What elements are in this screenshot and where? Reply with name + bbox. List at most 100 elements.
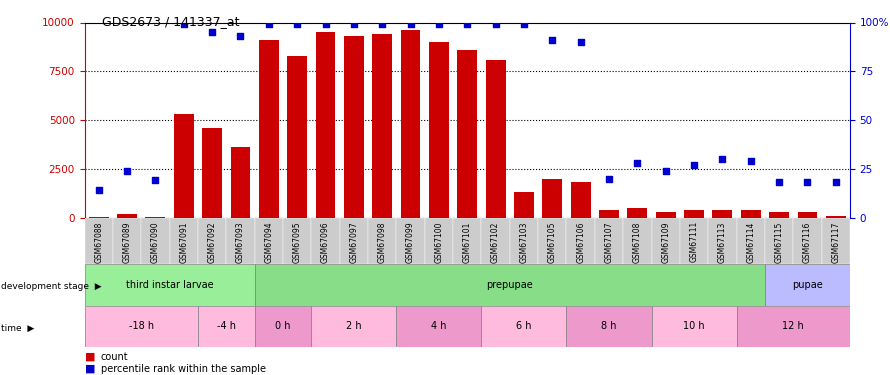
Point [744, 158, 758, 164]
Point [687, 162, 701, 168]
Text: GSM67099: GSM67099 [406, 221, 415, 263]
Bar [826, 216, 846, 217]
FancyBboxPatch shape [368, 217, 396, 264]
Point [517, 21, 531, 27]
Point [347, 21, 361, 27]
Text: GSM67105: GSM67105 [547, 221, 557, 263]
FancyBboxPatch shape [255, 217, 283, 264]
Point [403, 21, 417, 27]
Text: GSM67114: GSM67114 [746, 221, 756, 262]
FancyBboxPatch shape [737, 217, 765, 264]
FancyBboxPatch shape [142, 217, 170, 264]
Text: GSM67107: GSM67107 [604, 221, 613, 263]
Text: GSM67116: GSM67116 [803, 221, 812, 262]
Bar [259, 40, 279, 218]
Text: -4 h: -4 h [217, 321, 236, 331]
Text: prepupae: prepupae [487, 280, 533, 290]
Bar [457, 50, 477, 217]
Point [460, 21, 474, 27]
Text: GSM67094: GSM67094 [264, 221, 273, 263]
Bar [740, 210, 761, 218]
Text: GSM67100: GSM67100 [434, 221, 443, 263]
Bar [713, 210, 732, 218]
FancyBboxPatch shape [566, 217, 595, 264]
Text: GSM67115: GSM67115 [774, 221, 783, 262]
Point [262, 21, 276, 27]
FancyBboxPatch shape [198, 306, 255, 347]
Point [546, 37, 560, 43]
Text: GSM67097: GSM67097 [350, 221, 359, 263]
Text: GSM67089: GSM67089 [123, 221, 132, 263]
Text: GSM67088: GSM67088 [94, 221, 103, 262]
Bar [145, 216, 166, 217]
Bar [627, 208, 647, 218]
FancyBboxPatch shape [510, 217, 538, 264]
FancyBboxPatch shape [283, 217, 311, 264]
FancyBboxPatch shape [198, 217, 226, 264]
FancyBboxPatch shape [566, 306, 651, 347]
Text: third instar larvae: third instar larvae [125, 280, 214, 290]
Point [432, 21, 446, 27]
Point [630, 160, 644, 166]
FancyBboxPatch shape [623, 217, 651, 264]
FancyBboxPatch shape [312, 217, 340, 264]
Point [149, 177, 163, 183]
FancyBboxPatch shape [312, 306, 396, 347]
Bar [486, 60, 506, 217]
Text: GSM67106: GSM67106 [576, 221, 585, 263]
Bar [117, 214, 137, 217]
FancyBboxPatch shape [708, 217, 737, 264]
FancyBboxPatch shape [453, 217, 481, 264]
Text: 6 h: 6 h [516, 321, 531, 331]
FancyBboxPatch shape [481, 217, 510, 264]
Bar [570, 182, 591, 218]
Text: GDS2673 / 141337_at: GDS2673 / 141337_at [102, 15, 239, 28]
Point [92, 187, 106, 193]
Text: GSM67092: GSM67092 [207, 221, 216, 263]
FancyBboxPatch shape [425, 217, 453, 264]
Point [716, 156, 730, 162]
Point [602, 176, 616, 181]
FancyBboxPatch shape [765, 217, 793, 264]
Text: 2 h: 2 h [346, 321, 361, 331]
Text: 8 h: 8 h [602, 321, 617, 331]
Text: GSM67093: GSM67093 [236, 221, 245, 263]
Text: GSM67090: GSM67090 [151, 221, 160, 263]
Text: GSM67096: GSM67096 [321, 221, 330, 263]
FancyBboxPatch shape [340, 217, 368, 264]
Point [233, 33, 247, 39]
Text: GSM67111: GSM67111 [690, 221, 699, 262]
FancyBboxPatch shape [85, 306, 198, 347]
Point [375, 21, 389, 27]
Bar [769, 211, 789, 217]
Bar [231, 147, 250, 218]
Text: ■: ■ [85, 364, 95, 374]
Text: 0 h: 0 h [275, 321, 291, 331]
FancyBboxPatch shape [651, 217, 680, 264]
FancyBboxPatch shape [538, 217, 566, 264]
Bar [542, 178, 562, 218]
Text: pupae: pupae [792, 280, 822, 290]
FancyBboxPatch shape [85, 264, 255, 306]
Text: 4 h: 4 h [431, 321, 447, 331]
FancyBboxPatch shape [255, 306, 312, 347]
FancyBboxPatch shape [396, 217, 425, 264]
Text: GSM67103: GSM67103 [520, 221, 529, 263]
Text: percentile rank within the sample: percentile rank within the sample [101, 364, 265, 374]
Bar [599, 210, 619, 218]
Text: GSM67101: GSM67101 [463, 221, 472, 262]
Bar [89, 216, 109, 217]
Bar [287, 56, 307, 217]
Point [573, 39, 587, 45]
Text: ■: ■ [85, 352, 95, 362]
Text: development stage  ▶: development stage ▶ [1, 282, 101, 291]
Text: 10 h: 10 h [684, 321, 705, 331]
FancyBboxPatch shape [113, 217, 142, 264]
FancyBboxPatch shape [85, 217, 113, 264]
Text: count: count [101, 352, 128, 362]
Bar [372, 34, 392, 218]
Bar [429, 42, 449, 218]
Point [659, 168, 673, 174]
FancyBboxPatch shape [255, 264, 765, 306]
Bar [202, 128, 222, 218]
